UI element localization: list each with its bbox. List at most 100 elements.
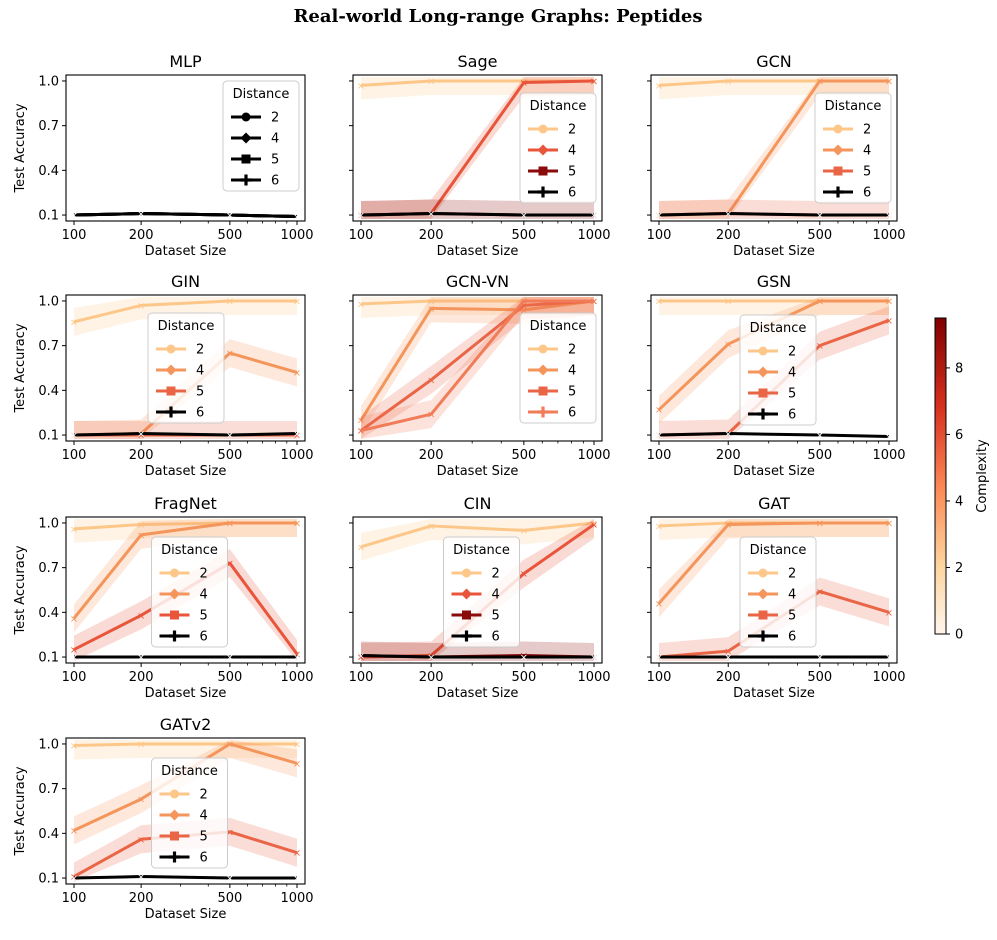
data-point-4-100: × <box>70 614 78 625</box>
panel-gsn: GSN× × × ×××× ×× ×××× × × ×100 200 500 1000Dataset … <box>647 272 906 479</box>
legend-marker-square <box>166 386 176 396</box>
legend-entry-2: 2 <box>159 567 208 582</box>
data-point-6-1000: × <box>590 296 598 307</box>
data-point-4-500: × <box>226 518 234 529</box>
data-point-2-100: × <box>70 524 78 535</box>
panel-sage: Sage× × × ×× ×× ×× × × ×× × × ×100 200 500 1000Dataset… <box>349 52 611 259</box>
data-point-5-100: × <box>70 211 78 222</box>
data-point-2-100: × <box>655 81 663 92</box>
panel-title-gin: GIN <box>171 272 200 291</box>
legend-marker-circle <box>538 124 548 134</box>
legend-title: Distance <box>161 543 218 558</box>
legend-marker-square <box>241 154 251 164</box>
plot-area-gatv2 <box>65 737 306 885</box>
panel-cin: CIN×× ××× ×××× × × ×× × × ×100 200 500 1000Dataset … <box>349 494 611 701</box>
x-tick-label: 100 <box>62 670 87 685</box>
y-tick-label: 0.7 <box>38 119 59 134</box>
legend-mlp: Distance 2 4 5 6 <box>222 80 300 192</box>
data-point-5-1000: × <box>293 848 301 859</box>
series-line-6 <box>73 875 297 880</box>
legend-sage: Distance 2 4 5 6 <box>519 92 597 204</box>
data-point-6-100: × <box>655 431 663 442</box>
x-tick-label: 1000 <box>280 670 313 685</box>
x-tick-label: 1000 <box>280 448 313 463</box>
x-tick-label: 200 <box>129 448 154 463</box>
confidence-band-5 <box>659 306 889 439</box>
x-tick-label: 1000 <box>280 891 313 906</box>
x-tick-label: 1000 <box>872 448 905 463</box>
data-point-4-200: × <box>137 530 145 541</box>
x-tick-label: 1000 <box>280 228 313 243</box>
data-point-6-1000: × <box>885 211 893 222</box>
x-tick-label: 1000 <box>577 448 610 463</box>
y-tick-label: 0.1 <box>38 209 59 224</box>
data-point-6-1000: × <box>293 212 301 223</box>
data-point-4-100: × <box>357 653 365 664</box>
data-point-4-500: × <box>226 739 234 750</box>
data-point-4-1000: × <box>885 76 893 87</box>
legend-entry-5: 5 <box>231 153 279 168</box>
data-point-6-100: × <box>357 211 365 222</box>
legend-label: 6 <box>568 186 576 201</box>
data-point-5-1000: × <box>293 650 301 661</box>
legend-label: 5 <box>271 153 279 168</box>
legend-entry-4: 4 <box>156 364 204 379</box>
legend-marker-plus <box>240 174 252 186</box>
legend-label: 6 <box>200 630 208 645</box>
data-point-4-1000: × <box>293 212 301 223</box>
data-point-6-200: × <box>137 429 145 440</box>
data-point-5-500: × <box>520 301 528 312</box>
colorbar-tick-label: 6 <box>955 428 963 443</box>
data-point-4-1000: × <box>590 520 598 531</box>
legend-marker-plus <box>537 406 549 418</box>
legend-marker-square <box>758 610 768 620</box>
colorbar: Complexity 0 2 4 6 8 <box>934 317 990 643</box>
plot-area-gin <box>65 294 306 442</box>
colorbar-tick-label: 2 <box>955 561 963 576</box>
x-tick-label: 500 <box>511 670 536 685</box>
data-point-5-500: × <box>816 587 824 598</box>
series-line-6 <box>658 432 890 439</box>
data-point-6-1000: × <box>293 874 301 885</box>
legend-marker-circle <box>462 568 471 578</box>
x-tick-label: 500 <box>217 448 242 463</box>
y-tick-label: 0.7 <box>38 782 59 797</box>
series-line-6 <box>658 212 889 217</box>
legend-entry-2: 2 <box>159 788 208 803</box>
series-line-4 <box>657 521 889 605</box>
y-axis-label-mlp: Test Accuracy <box>13 103 28 193</box>
data-point-6-1000: × <box>590 653 598 664</box>
legend-entry-2: 2 <box>748 567 796 582</box>
colorbar-tick-label: 0 <box>955 628 963 643</box>
data-point-2-200: × <box>137 520 145 531</box>
legend-label: 6 <box>788 408 796 423</box>
data-point-6-500: × <box>226 653 234 664</box>
x-tick-label: 200 <box>419 670 444 685</box>
legend-marker-plus <box>757 408 769 420</box>
legend-entry-5: 5 <box>159 609 208 624</box>
data-point-4-1000: × <box>885 518 893 529</box>
legend-label: 6 <box>271 174 279 189</box>
data-point-2-100: × <box>357 542 365 553</box>
data-point-5-100: × <box>70 431 78 442</box>
data-point-4-500: × <box>520 569 528 580</box>
data-point-6-100: × <box>655 211 663 222</box>
legend-label: 5 <box>568 165 576 180</box>
data-point-2-1000: × <box>293 296 301 307</box>
x-tick-label: 100 <box>647 670 672 685</box>
legend-label: 2 <box>863 123 871 138</box>
data-point-6-200: × <box>427 653 435 664</box>
panel-gcn-vn: GCN-VN× × × ××× ××××× ×××× ×100 200 500 1000Datas… <box>349 272 611 479</box>
legend-label: 4 <box>271 132 279 147</box>
legend-entry-2: 2 <box>528 343 576 358</box>
data-point-5-200: × <box>724 647 732 658</box>
plot-area-gcn-vn <box>352 294 603 442</box>
data-point-6-200: × <box>427 410 435 421</box>
data-point-2-100: × <box>70 317 78 328</box>
legend-marker-circle <box>833 124 843 134</box>
data-point-4-100: × <box>655 405 663 416</box>
data-point-6-1000: × <box>590 211 598 222</box>
legend-marker-circle <box>241 112 251 122</box>
